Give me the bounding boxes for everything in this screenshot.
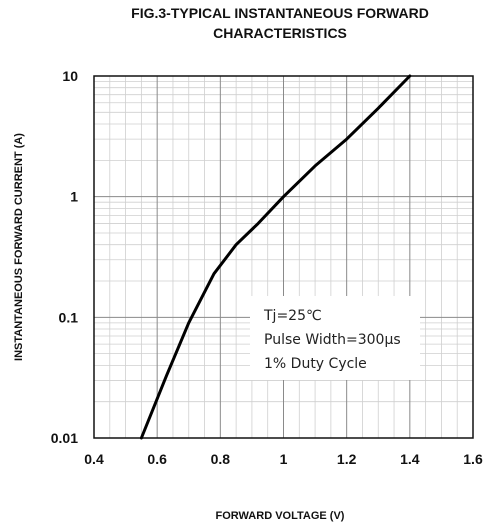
test-conditions-background (250, 296, 420, 380)
x-tick-labels: 0.4 0.6 0.8 1 1.2 1.4 1.6 (84, 451, 483, 467)
x-tick-label: 1.2 (337, 451, 357, 467)
y-axis-label: INSTANTANEOUS FORWARD CURRENT (A) (13, 133, 25, 361)
test-conditions-box: Tj=25℃ Pulse Width=300μs 1% Duty Cycle (250, 296, 420, 380)
major-gridlines (93, 75, 474, 439)
x-tick-label: 1.6 (463, 451, 483, 467)
x-tick-label: 0.4 (84, 451, 104, 467)
annotation-pulse-width: Pulse Width=300μs (264, 332, 401, 348)
forward-current-curve (139, 74, 412, 440)
chart-title-line-2: CHARACTERISTICS (213, 25, 347, 41)
chart-title-line-1: FIG.3-TYPICAL INSTANTANEOUS FORWARD (131, 5, 429, 21)
x-tick-label: 1.4 (400, 451, 420, 467)
y-tick-label: 10 (62, 68, 78, 84)
annotation-duty-cycle: 1% Duty Cycle (264, 356, 367, 372)
plot-frame (93, 75, 474, 439)
x-tick-label: 1 (280, 451, 288, 467)
y-tick-label: 0.01 (51, 430, 78, 446)
x-tick-label: 0.6 (147, 451, 167, 467)
y-tick-label: 0.1 (59, 309, 79, 325)
annotation-temperature: Tj=25℃ (263, 308, 322, 324)
y-tick-labels: 0.01 0.1 1 10 (51, 68, 78, 446)
y-tick-label: 1 (70, 189, 78, 205)
x-axis-label: FORWARD VOLTAGE (V) (216, 510, 345, 522)
x-tick-label: 0.8 (211, 451, 231, 467)
